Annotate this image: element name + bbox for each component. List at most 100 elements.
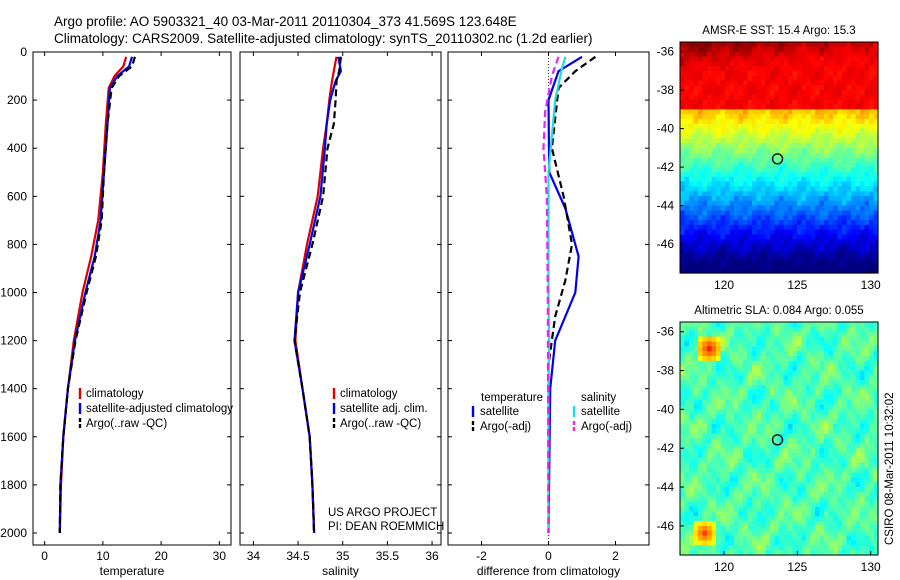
salinity-xtick-label: 34 <box>247 549 261 563</box>
sla-heatmap-cell <box>842 336 848 343</box>
sla-heatmap-cell <box>765 545 771 551</box>
sst-heatmap-cell <box>729 123 735 130</box>
sla-heatmap-cell <box>707 360 713 367</box>
sst-heatmap-cell <box>738 162 744 168</box>
sla-heatmap-cell <box>689 341 695 347</box>
sla-heatmap-cell <box>684 487 690 493</box>
sst-heatmap-cell <box>734 176 740 183</box>
sst-heatmap-cell <box>702 186 708 192</box>
sst-heatmap-cell <box>729 181 735 187</box>
sst-heatmap-cell <box>824 56 830 62</box>
sst-heatmap-cell <box>680 114 686 120</box>
sla-heatmap-cell <box>729 453 735 459</box>
sst-heatmap-cell <box>801 90 807 96</box>
sst-heatmap-cell <box>788 258 794 264</box>
sst-heatmap-cell <box>873 99 879 106</box>
sla-heatmap-cell <box>770 360 776 367</box>
sst-heatmap-cell <box>729 61 735 67</box>
sla-heatmap-cell <box>855 423 861 430</box>
sst-heatmap-cell <box>770 138 776 144</box>
sla-heatmap-cell <box>684 380 690 386</box>
sla-heatmap-cell <box>770 457 776 464</box>
sst-heatmap-cell <box>680 205 686 212</box>
sst-heatmap-cell <box>815 157 821 163</box>
sst-heatmap-cell <box>806 114 812 120</box>
sst-heatmap-cell <box>774 119 780 125</box>
sst-heatmap-cell <box>689 176 695 183</box>
sst-heatmap-cell <box>833 176 839 183</box>
sla-heatmap-cell <box>743 423 749 430</box>
sla-heatmap-cell <box>770 423 776 430</box>
sla-heatmap-cell <box>824 482 830 488</box>
sla-heatmap-cell <box>828 394 834 401</box>
sst-heatmap-cell <box>725 186 731 192</box>
sla-heatmap-cell <box>864 511 870 517</box>
sst-heatmap-cell <box>810 114 816 120</box>
sst-heatmap-cell <box>698 147 704 154</box>
sst-heatmap-cell <box>729 244 735 250</box>
sla-heatmap-cell <box>734 472 740 478</box>
sla-heatmap-cell <box>761 516 767 522</box>
sla-heatmap-cell <box>819 428 825 435</box>
sst-heatmap-cell <box>752 215 758 221</box>
sla-heatmap-cell <box>756 322 762 328</box>
sla-heatmap-cell <box>788 380 794 386</box>
sla-heatmap-cell <box>698 472 704 478</box>
sla-heatmap-cell <box>810 433 816 440</box>
sla-heatmap-cell <box>729 530 735 537</box>
sst-heatmap-cell <box>702 196 708 202</box>
sla-heatmap-cell <box>842 428 848 435</box>
sla-heatmap-cell <box>851 326 857 333</box>
sst-heatmap-cell <box>797 181 803 187</box>
sla-heatmap-cell <box>747 414 753 420</box>
sla-heatmap-cell <box>774 341 780 347</box>
sla-heatmap-cell <box>810 535 816 542</box>
sla-heatmap-cell <box>774 448 780 454</box>
sla-heatmap-cell <box>747 550 753 556</box>
sst-heatmap-cell <box>743 152 749 159</box>
sla-heatmap-cell <box>716 336 722 343</box>
sla-heatmap-cell <box>842 385 848 391</box>
sst-heatmap-cell <box>837 143 843 149</box>
sst-heatmap-cell <box>689 147 695 154</box>
sla-heatmap-cell <box>828 516 834 522</box>
sst-heatmap-cell <box>756 109 762 115</box>
sla-heatmap-cell <box>860 326 866 333</box>
sla-title: Altimetric SLA: 0.084 Argo: 0.055 <box>694 305 863 317</box>
sla-heatmap-cell <box>774 516 780 522</box>
sst-heatmap-cell <box>756 123 762 130</box>
sla-heatmap-cell <box>815 336 821 343</box>
sla-heatmap-cell <box>801 545 807 551</box>
sla-heatmap-cell <box>815 375 821 381</box>
sla-heatmap-cell <box>837 443 843 449</box>
sst-heatmap-cell <box>810 85 816 91</box>
sla-heatmap-cell <box>747 375 753 381</box>
sla-heatmap-cell <box>761 360 767 367</box>
sst-heatmap-cell <box>846 147 852 154</box>
sst-heatmap-cell <box>702 258 708 264</box>
sst-heatmap-cell <box>833 229 839 236</box>
sst-heatmap-cell <box>680 143 686 149</box>
sst-heatmap-cell <box>806 196 812 202</box>
sst-heatmap-cell <box>815 171 821 178</box>
sla-heatmap-cell <box>873 409 879 415</box>
sla-heatmap-cell <box>707 457 713 464</box>
sst-heatmap-cell <box>684 215 690 221</box>
sst-heatmap-cell <box>765 46 771 53</box>
sla-heatmap-cell <box>788 331 794 338</box>
sst-heatmap-cell <box>797 119 803 125</box>
sst-heatmap-cell <box>738 66 744 72</box>
sst-heatmap-cell <box>783 229 789 236</box>
sla-heatmap-cell <box>846 443 852 449</box>
sst-heatmap-cell <box>707 215 713 221</box>
sst-heatmap-cell <box>792 66 798 72</box>
sst-heatmap-cell <box>864 205 870 212</box>
sst-heatmap-cell <box>770 171 776 178</box>
sst-heatmap-cell <box>756 229 762 236</box>
sst-heatmap-cell <box>693 224 699 231</box>
sla-heatmap-cell <box>855 540 861 546</box>
sst-heatmap-cell <box>747 46 753 53</box>
sla-heatmap-cell <box>707 535 713 542</box>
sst-heatmap-cell <box>788 42 794 48</box>
sst-heatmap-cell <box>720 94 726 101</box>
